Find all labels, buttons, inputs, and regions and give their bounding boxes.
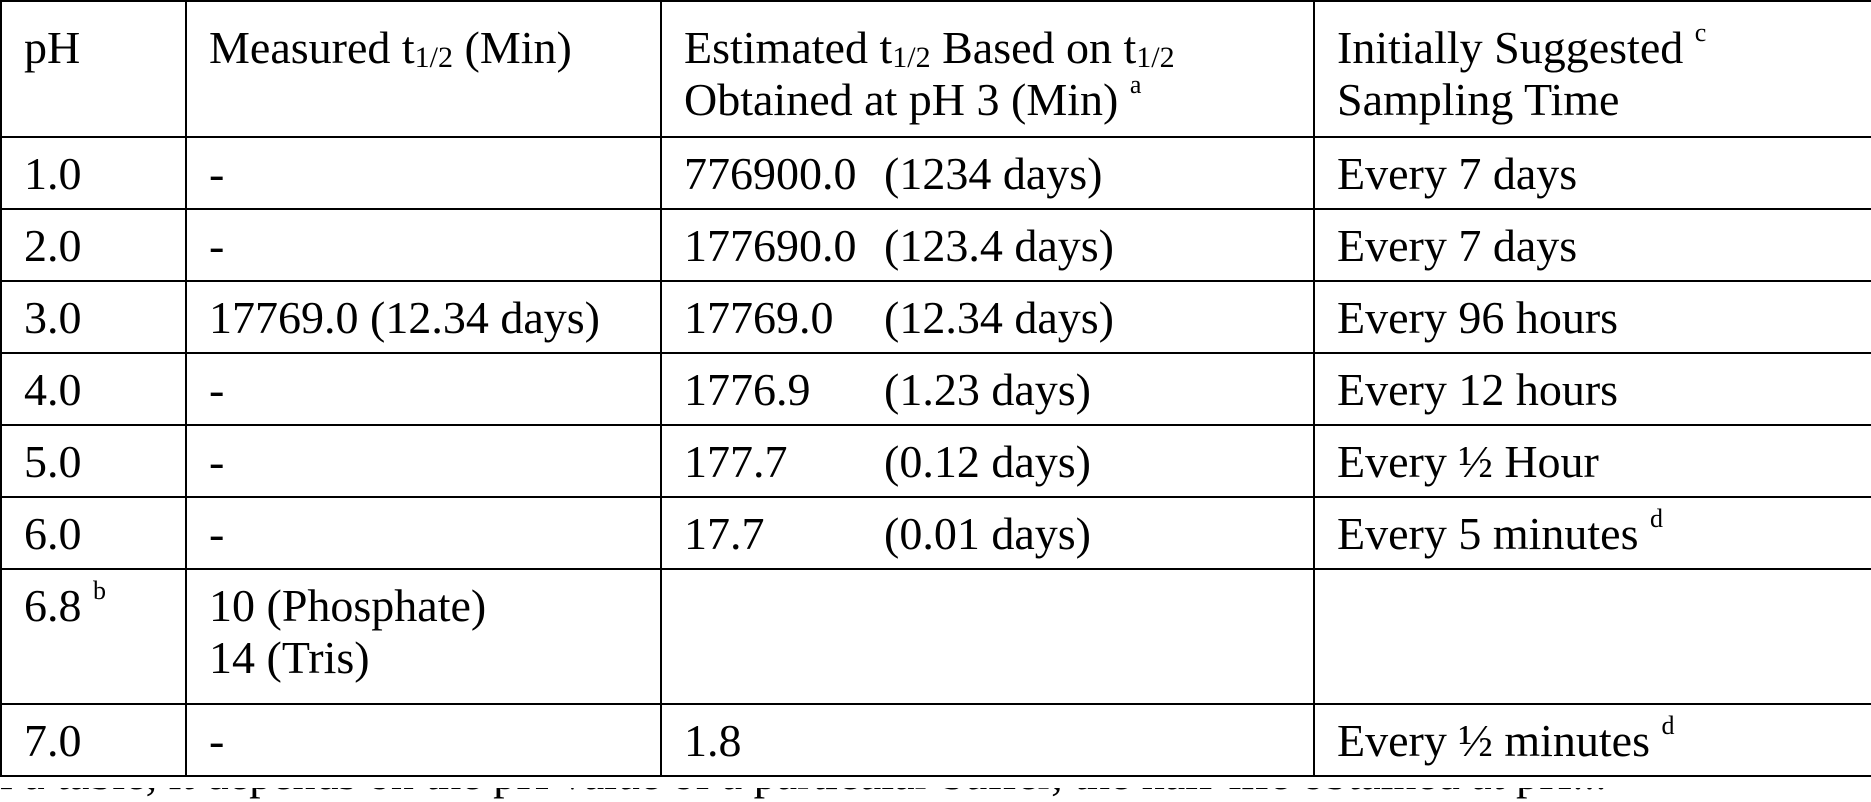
table-row: 7.0 - 1.8 Every ½ minutes d xyxy=(1,704,1871,776)
cell-ph: 6.8 b xyxy=(1,569,186,704)
cut-off-footnote-text: i a table, it depends on the pH value of… xyxy=(0,788,1871,802)
cell-measured: - xyxy=(186,704,661,776)
footnote-b: b xyxy=(93,576,106,605)
cell-measured: 17769.0 (12.34 days) xyxy=(186,281,661,353)
cell-ph: 5.0 xyxy=(1,425,186,497)
table-row: 4.0 - 1776.9(1.23 days) Every 12 hours xyxy=(1,353,1871,425)
cell-suggested: Every ½ minutes d xyxy=(1314,704,1871,776)
header-estimated: Estimated t1/2 Based on t1/2 Obtained at… xyxy=(661,1,1314,137)
cell-estimated: 177.7(0.12 days) xyxy=(661,425,1314,497)
cell-measured: - xyxy=(186,497,661,569)
cell-measured: - xyxy=(186,425,661,497)
cell-estimated: 776900.0(1234 days) xyxy=(661,137,1314,209)
footnote-a: a xyxy=(1130,70,1142,99)
header-suggested: Initially Suggested c Sampling Time xyxy=(1314,1,1871,137)
cell-measured: 10 (Phosphate) 14 (Tris) xyxy=(186,569,661,704)
cell-ph: 7.0 xyxy=(1,704,186,776)
cell-suggested: Every 5 minutes d xyxy=(1314,497,1871,569)
cell-suggested: Every 96 hours xyxy=(1314,281,1871,353)
cell-estimated: 17769.0(12.34 days) xyxy=(661,281,1314,353)
cell-suggested xyxy=(1314,569,1871,704)
cell-estimated: 177690.0(123.4 days) xyxy=(661,209,1314,281)
cell-measured: - xyxy=(186,353,661,425)
cell-estimated: 17.7(0.01 days) xyxy=(661,497,1314,569)
table-row: 1.0 - 776900.0(1234 days) Every 7 days xyxy=(1,137,1871,209)
footnote-d: d xyxy=(1662,711,1675,740)
cell-estimated xyxy=(661,569,1314,704)
cell-suggested: Every 7 days xyxy=(1314,209,1871,281)
header-row: pH Measured t1/2 (Min) Estimated t1/2 Ba… xyxy=(1,1,1871,137)
table-row: 6.8 b 10 (Phosphate) 14 (Tris) xyxy=(1,569,1871,704)
cell-suggested: Every ½ Hour xyxy=(1314,425,1871,497)
cell-ph: 2.0 xyxy=(1,209,186,281)
cell-ph: 6.0 xyxy=(1,497,186,569)
half-life-table: pH Measured t1/2 (Min) Estimated t1/2 Ba… xyxy=(0,0,1871,777)
table-row: 3.0 17769.0 (12.34 days) 17769.0(12.34 d… xyxy=(1,281,1871,353)
cell-estimated: 1.8 xyxy=(661,704,1314,776)
table-row: 6.0 - 17.7(0.01 days) Every 5 minutes d xyxy=(1,497,1871,569)
table-row: 5.0 - 177.7(0.12 days) Every ½ Hour xyxy=(1,425,1871,497)
cell-suggested: Every 12 hours xyxy=(1314,353,1871,425)
header-ph: pH xyxy=(1,1,186,137)
cell-suggested: Every 7 days xyxy=(1314,137,1871,209)
cell-ph: 4.0 xyxy=(1,353,186,425)
cell-measured: - xyxy=(186,209,661,281)
table-row: 2.0 - 177690.0(123.4 days) Every 7 days xyxy=(1,209,1871,281)
cell-ph: 1.0 xyxy=(1,137,186,209)
cell-ph: 3.0 xyxy=(1,281,186,353)
footnote-c: c xyxy=(1695,18,1707,47)
header-measured: Measured t1/2 (Min) xyxy=(186,1,661,137)
cell-estimated: 1776.9(1.23 days) xyxy=(661,353,1314,425)
footnote-d: d xyxy=(1650,504,1663,533)
cell-measured: - xyxy=(186,137,661,209)
